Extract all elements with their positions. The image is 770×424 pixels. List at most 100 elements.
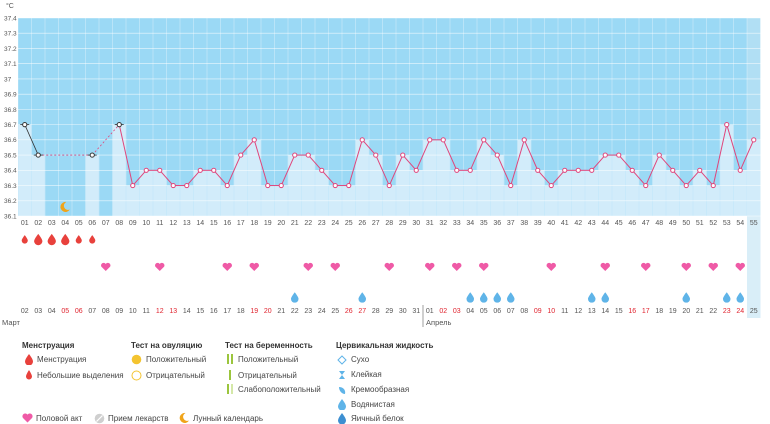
cycle-day-label: 50: [682, 220, 690, 227]
light-bleeding-drop: [21, 235, 28, 244]
date-label: 05: [61, 308, 69, 315]
temperature-point: [116, 122, 122, 128]
date-label: 23: [304, 308, 312, 315]
date-label: 10: [129, 308, 137, 315]
temperature-point: [521, 137, 527, 143]
date-label: 21: [277, 308, 285, 315]
cervical-sticky-icon: [339, 371, 345, 379]
date-label: 08: [520, 308, 528, 315]
temperature-point: [440, 137, 446, 143]
cycle-day-label: 34: [466, 220, 474, 227]
temperature-point: [616, 152, 622, 158]
temperature-point: [697, 167, 703, 173]
cervical-watery-drop: [506, 292, 515, 303]
cycle-day-label: 40: [547, 220, 555, 227]
temperature-bar: [436, 139, 450, 216]
temperature-point: [562, 167, 568, 173]
date-label: 19: [250, 308, 258, 315]
cycle-day-label: 37: [507, 220, 515, 227]
date-label: 16: [628, 308, 636, 315]
y-tick-label: 37.2: [4, 46, 17, 53]
temperature-line: [375, 154, 390, 186]
date-label: 12: [156, 308, 164, 315]
cervical-eggwhite-icon: [338, 413, 346, 424]
cycle-day-label: 22: [304, 220, 312, 227]
date-label: 28: [372, 308, 380, 315]
cycle-day-label: 06: [88, 220, 96, 227]
menstruation-drop: [34, 233, 43, 246]
temperature-bar: [423, 139, 437, 216]
date-label: 03: [34, 308, 42, 315]
temperature-bar: [477, 139, 491, 216]
temperature-point: [656, 152, 662, 158]
cycle-day-label: 32: [439, 220, 447, 227]
ovulation-positive-icon: [131, 354, 142, 365]
cycle-day-label: 02: [34, 220, 42, 227]
cycle-day-label: 04: [61, 220, 69, 227]
cycle-day-label: 31: [426, 220, 434, 227]
temperature-point: [305, 152, 311, 158]
temperature-line: [388, 154, 404, 186]
cervical-watery-drop: [479, 292, 488, 303]
temperature-point: [170, 182, 176, 189]
y-unit-label: °C: [6, 2, 14, 10]
temperature-line: [226, 154, 242, 186]
date-label: 20: [682, 308, 690, 315]
cycle-day-label: 20: [277, 220, 285, 227]
date-label: 18: [237, 308, 245, 315]
date-label: 18: [655, 308, 663, 315]
temperature-line: [442, 139, 458, 171]
intercourse-heart: [249, 262, 259, 271]
intercourse-heart: [708, 262, 718, 271]
date-label: 29: [385, 308, 393, 315]
temperature-point: [535, 167, 541, 173]
temperature-point: [400, 152, 406, 158]
temperature-point: [89, 152, 95, 158]
temperature-point: [332, 182, 338, 189]
cervical-watery-drop: [493, 292, 502, 303]
date-label: 04: [48, 308, 56, 315]
month-label: Март: [2, 318, 21, 327]
temperature-line: [658, 154, 674, 171]
legend-ovulation-title: Тест на овуляцию: [131, 341, 203, 350]
intercourse-heart: [479, 262, 489, 271]
temperature-line: [618, 154, 633, 171]
date-label: 07: [507, 308, 515, 315]
date-label: 15: [196, 308, 204, 315]
date-label: 24: [736, 308, 744, 315]
temperature-point: [346, 182, 352, 189]
cycle-day-label: 33: [453, 220, 461, 227]
legend-ovulation-positive: Положительный: [146, 355, 207, 364]
y-tick-label: 36.3: [4, 183, 17, 190]
pregnancy-weak-icon: [227, 384, 233, 394]
temperature-point: [481, 137, 487, 143]
intercourse-heart: [735, 262, 745, 271]
temperature-line: [348, 139, 363, 186]
cycle-day-label: 38: [520, 220, 528, 227]
date-label: 02: [21, 308, 29, 315]
temperature-line: [159, 169, 174, 186]
y-tick-label: 37.3: [4, 31, 17, 38]
temperature-bar: [517, 139, 531, 216]
date-label: 10: [547, 308, 555, 315]
y-tick-label: 36.4: [4, 168, 17, 175]
date-label: 17: [642, 308, 650, 315]
temperature-line: [280, 154, 296, 186]
cycle-day-label: 28: [385, 220, 393, 227]
cycle-day-label: 09: [129, 220, 137, 227]
cycle-day-label: 18: [250, 220, 258, 227]
cervical-watery-drop: [682, 292, 691, 303]
date-label: 14: [183, 308, 191, 315]
temperature-line: [321, 169, 336, 186]
cervical-watery-drop: [290, 292, 299, 303]
cycle-day-label: 21: [291, 220, 299, 227]
temperature-point: [454, 167, 460, 173]
light-bleeding-drop: [75, 235, 82, 244]
cycle-day-label: 39: [534, 220, 542, 227]
temperature-bar: [531, 170, 545, 216]
cycle-day-label: 29: [399, 220, 407, 227]
temperature-line: [240, 139, 255, 156]
cycle-day-label: 10: [142, 220, 150, 227]
temperature-point: [386, 182, 392, 189]
cycle-day-label: 51: [696, 220, 704, 227]
